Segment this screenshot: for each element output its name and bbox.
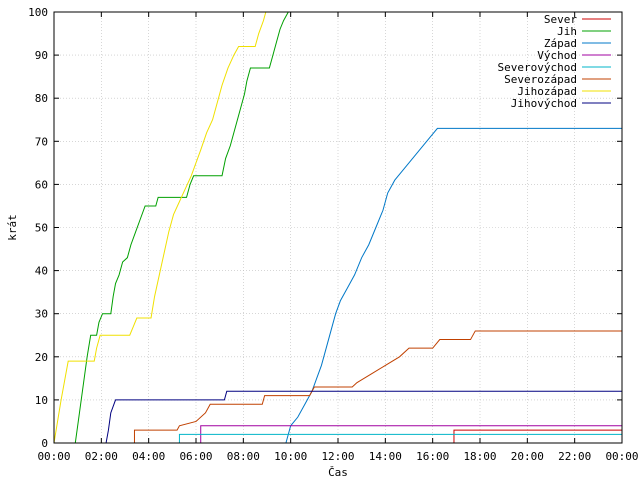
x-tick-label: 10:00 [274,450,307,463]
x-tick-label: 22:00 [558,450,591,463]
legend-label-vychod: Východ [537,49,577,62]
series-line-jih [54,11,289,444]
y-tick-label: 20 [35,351,48,364]
y-tick-label: 60 [35,178,48,191]
y-axis-label: krát [6,214,19,241]
x-tick-label: 14:00 [369,450,402,463]
series-line-severozapad [54,330,622,444]
x-tick-label: 00:00 [605,450,638,463]
legend-label-severovychod: Severovýchod [498,61,577,74]
x-tick-label: 06:00 [179,450,212,463]
y-tick-label: 10 [35,394,48,407]
legend-label-jih: Jih [557,25,577,38]
x-tick-label: 00:00 [37,450,70,463]
legend: SeverJihZápadVýchodSeverovýchodSeverozáp… [498,13,611,110]
legend-label-zapad: Západ [544,37,577,50]
series-line-jihovychod [54,390,622,444]
x-tick-label: 04:00 [132,450,165,463]
x-tick-label: 12:00 [321,450,354,463]
x-tick-label: 20:00 [511,450,544,463]
series-line-zapad [54,127,622,444]
x-axis: 00:00 02:00 04:00 06:00 08:00 10:00 12:00 14:00… [37,12,639,463]
x-axis-label: Čas [328,466,348,479]
y-tick-label: 80 [35,92,48,105]
y-tick-label: 100 [28,6,48,19]
y-axis: 0 10 20 30 40 50 60 70 80 90 100 [28,6,622,450]
y-tick-label: 0 [41,437,48,450]
x-tick-label: 02:00 [85,450,118,463]
legend-label-jihozapad: Jihozápad [517,85,577,98]
y-tick-label: 70 [35,135,48,148]
x-tick-label: 08:00 [227,450,260,463]
y-tick-label: 30 [35,308,48,321]
legend-label-sever: Sever [544,13,577,26]
y-tick-label: 40 [35,265,48,278]
x-tick-label: 18:00 [463,450,496,463]
legend-label-severozapad: Severozápad [504,73,577,86]
legend-label-jihovychod: Jihovýchod [511,97,577,110]
x-tick-label: 16:00 [416,450,449,463]
series-line-jihozapad [53,11,267,444]
y-tick-label: 90 [35,49,48,62]
y-tick-label: 50 [35,222,48,235]
